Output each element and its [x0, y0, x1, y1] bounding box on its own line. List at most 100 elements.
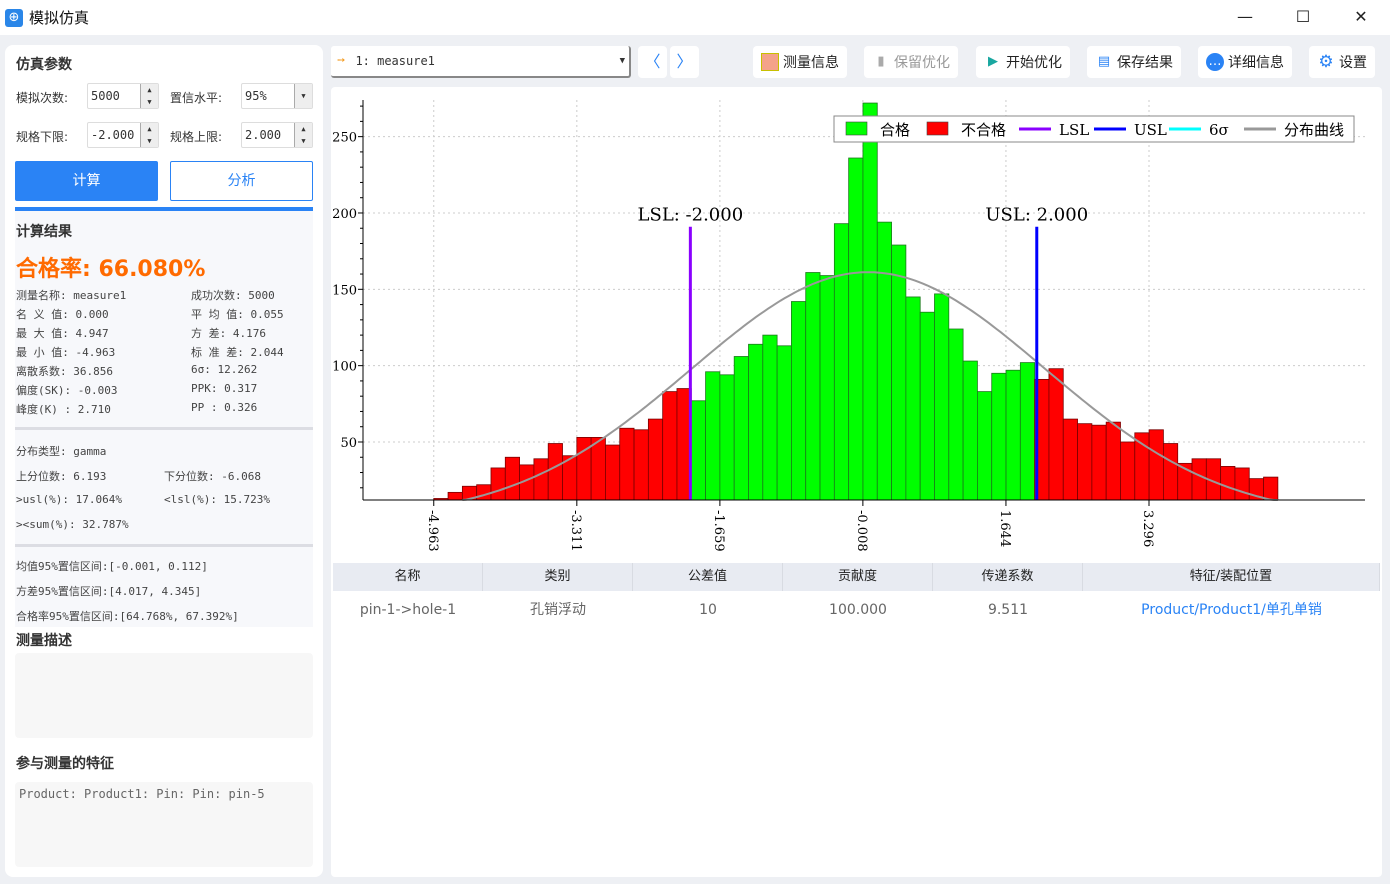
ci-variance: 方差95%置信区间:[4.017, 4.345]	[16, 583, 201, 599]
legend-label: 不合格	[961, 121, 1006, 139]
bar-chart-icon: ▮	[872, 53, 890, 71]
histogram-bar	[706, 372, 720, 500]
histogram-bar	[834, 224, 848, 500]
features-textarea[interactable]: Product: Product1: Pin: Pin: pin-5	[15, 782, 313, 867]
histogram-bar	[920, 312, 934, 500]
histogram-bar	[1120, 442, 1134, 500]
stat-item: 方 差: 4.176	[191, 325, 266, 341]
results-panel: 计算结果 合格率: 66.080% 测量名称: measure1名 义 值: 0…	[15, 207, 313, 627]
settings-button[interactable]: ⚙设置	[1309, 46, 1375, 78]
column-header[interactable]: 特征/装配位置	[1083, 563, 1380, 591]
divider	[15, 427, 313, 430]
histogram-bar	[992, 373, 1006, 500]
conf-select[interactable]: 95% ▼	[241, 83, 313, 109]
chevron-down-icon[interactable]: ▼	[294, 84, 312, 108]
lsl-label: LSL: -2.000	[638, 205, 744, 226]
app-logo-icon: ⊕	[5, 9, 23, 27]
histogram-bar	[448, 492, 462, 500]
minimize-button[interactable]: —	[1216, 0, 1274, 35]
column-header[interactable]: 贡献度	[783, 563, 933, 591]
close-button[interactable]: ✕	[1332, 0, 1390, 35]
spinner-arrows-icon[interactable]: ▲▼	[294, 123, 312, 147]
book-icon	[761, 53, 779, 71]
measure-info-button[interactable]: 测量信息	[753, 46, 847, 78]
histogram-bar	[977, 392, 991, 500]
desc-title: 测量描述	[16, 630, 72, 650]
chart-panel: 50100150200250-4.963-3.311-1.659-0.0081.…	[331, 87, 1382, 877]
legend-label: LSL	[1059, 121, 1089, 139]
histogram-bar	[820, 276, 834, 500]
table-row[interactable]: pin-1->hole-1孔销浮动10100.0009.511Product/P…	[333, 591, 1380, 629]
x-tick-label: -4.963	[425, 510, 440, 552]
y-tick-label: 250	[332, 131, 357, 146]
lsl-label: 规格下限:	[16, 128, 68, 145]
histogram-bar	[548, 444, 562, 500]
description-textarea[interactable]	[15, 653, 313, 738]
spinner-arrows-icon[interactable]: ▲▼	[140, 123, 158, 147]
legend-label: USL	[1134, 121, 1167, 139]
maximize-button[interactable]: ☐	[1274, 0, 1332, 35]
next-button[interactable]: 〉	[670, 46, 699, 78]
stat-item: 标 准 差: 2.044	[191, 344, 284, 360]
legend-label: 6σ	[1209, 121, 1229, 139]
legend-label: 合格	[880, 121, 910, 139]
save-icon: ▤	[1095, 53, 1113, 71]
histogram-bar	[591, 437, 605, 500]
divider	[15, 544, 313, 547]
lt-lsl: <lsl(%): 15.723%	[164, 493, 270, 506]
sim-count-value: 5000	[91, 89, 120, 103]
stat-item: 6σ: 12.262	[191, 363, 257, 376]
upper-quantile: 上分位数: 6.193	[16, 468, 106, 484]
chat-dots-icon: …	[1206, 53, 1224, 71]
column-header[interactable]: 名称	[333, 563, 483, 591]
measure-select[interactable]: ➙ 1: measure1 ▼	[331, 46, 631, 78]
stat-item: 平 均 值: 0.055	[191, 306, 284, 322]
histogram-bar	[1078, 424, 1092, 500]
column-header[interactable]: 类别	[483, 563, 633, 591]
calculate-button[interactable]: 计算	[15, 161, 158, 201]
y-tick-label: 50	[340, 436, 357, 451]
histogram-bar	[934, 294, 948, 500]
histogram-bar	[763, 335, 777, 500]
lsl-spinner[interactable]: -2.000 ▲▼	[87, 122, 159, 148]
keep-optimization-button[interactable]: ▮保留优化	[864, 46, 958, 78]
spinner-arrows-icon[interactable]: ▲▼	[140, 84, 158, 108]
histogram-bar	[963, 361, 977, 500]
start-opt-label: 开始优化	[1006, 52, 1062, 72]
settings-label: 设置	[1339, 52, 1367, 72]
window-title: 模拟仿真	[29, 7, 89, 28]
stat-item: PPK: 0.317	[191, 382, 257, 395]
stat-item: PP : 0.326	[191, 401, 257, 414]
conf-value: 95%	[245, 89, 267, 103]
stat-item: 名 义 值: 0.000	[16, 306, 109, 322]
details-button[interactable]: …详细信息	[1198, 46, 1292, 78]
histogram-bar	[1020, 363, 1034, 500]
histogram-bar	[1163, 444, 1177, 500]
stat-item: 偏度(SK): -0.003	[16, 382, 117, 398]
y-tick-label: 150	[332, 283, 357, 298]
sim-count-spinner[interactable]: 5000 ▲▼	[87, 83, 159, 109]
features-title: 参与测量的特征	[16, 753, 114, 773]
column-header[interactable]: 公差值	[633, 563, 783, 591]
histogram-bar	[634, 430, 648, 500]
histogram-bar	[749, 344, 763, 500]
ci-pass-rate: 合格率95%置信区间:[64.768%, 67.392%]	[16, 608, 239, 624]
legend-label: 分布曲线	[1284, 121, 1344, 139]
usl-spinner[interactable]: 2.000▲▼	[241, 122, 313, 148]
table-cell: 9.511	[933, 591, 1083, 629]
start-optimization-button[interactable]: ▶开始优化	[976, 46, 1070, 78]
save-results-button[interactable]: ▤保存结果	[1087, 46, 1181, 78]
legend-swatch	[927, 122, 948, 135]
histogram-bar	[949, 329, 963, 500]
lsl-value: -2.000	[91, 128, 134, 142]
column-header[interactable]: 传递系数	[933, 563, 1083, 591]
title-bar: ⊕ 模拟仿真 — ☐ ✕	[0, 0, 1390, 35]
save-label: 保存结果	[1117, 52, 1173, 72]
analyze-button[interactable]: 分析	[170, 161, 313, 201]
gt-usl: >usl(%): 17.064%	[16, 493, 122, 506]
feature-link[interactable]: Product/Product1/单孔单销	[1083, 591, 1380, 629]
prev-button[interactable]: 〈	[638, 46, 667, 78]
histogram-bar	[863, 103, 877, 500]
histogram-bar	[477, 485, 491, 500]
table-cell: 100.000	[783, 591, 933, 629]
